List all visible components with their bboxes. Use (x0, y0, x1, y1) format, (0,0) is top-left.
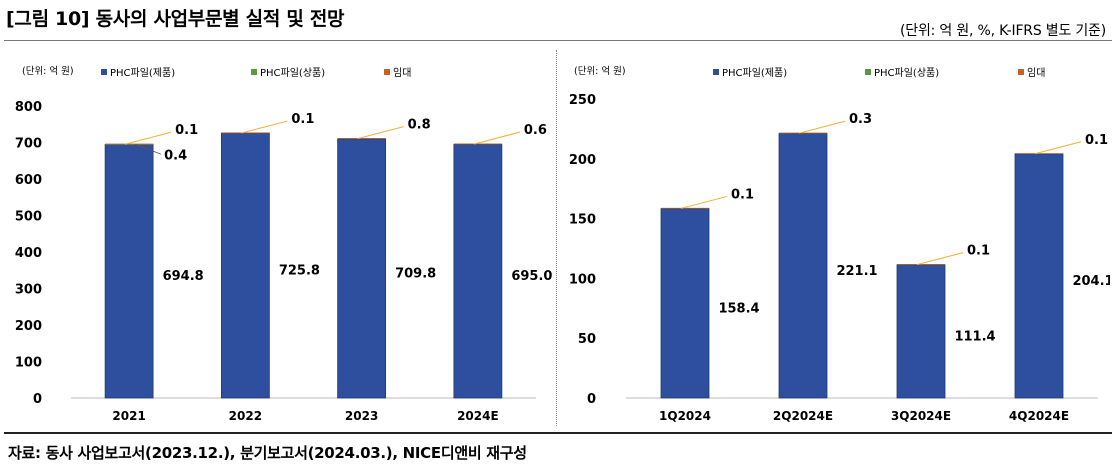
annual-value-label-lease: 0.8 (408, 118, 431, 133)
annual-legend-swatch (251, 69, 257, 75)
annual-leader-lease (473, 131, 521, 145)
quarterly-legend-label: PHC파일(제품) (722, 67, 787, 79)
quarterly-legend-label: PHC파일(상품) (874, 67, 939, 79)
annual-y-tick: 200 (15, 319, 42, 334)
annual-bar-product (453, 143, 503, 399)
quarterly-y-tick: 250 (569, 93, 596, 108)
annual-legend-swatch (101, 69, 107, 75)
quarterly-leader-lease (1034, 141, 1082, 155)
quarterly-bar-lease (661, 207, 709, 209)
annual-x-tick: 2022 (229, 409, 262, 423)
quarterly-value-label-product: 158.4 (718, 301, 759, 316)
source-note: 자료: 동사 사업보고서(2023.12.), 분기보고서(2024.03.),… (8, 444, 527, 462)
quarterly-y-tick: 150 (569, 213, 596, 228)
quarterly-value-label-lease: 0.3 (849, 112, 872, 127)
quarterly-y-tick: 100 (569, 272, 596, 287)
quarterly-legend-swatch (865, 69, 871, 75)
annual-bar-goods (105, 144, 154, 145)
quarterly-value-label-lease: 0.1 (731, 187, 754, 202)
figure-title: [그림 10] 동사의 사업부문별 실적 및 전망 (6, 8, 345, 30)
annual-value-label-lease: 0.6 (524, 123, 547, 138)
quarterly-value-label-product: 221.1 (836, 264, 877, 279)
annual-bar-product (337, 138, 387, 399)
annual-bar-product (220, 132, 270, 399)
quarterly-unit-label: (단위: 억 원) (574, 65, 626, 77)
quarterly-y-tick: 0 (587, 392, 596, 407)
annual-leader-goods (134, 143, 162, 155)
quarterly-value-label-product: 111.4 (954, 329, 995, 344)
annual-y-tick: 300 (15, 283, 42, 298)
annual-y-tick: 400 (15, 246, 42, 261)
footer-rule (4, 432, 1112, 434)
quarterly-x-tick: 2Q2024E (773, 409, 833, 423)
quarterly-bar-product (1014, 153, 1064, 399)
annual-y-tick: 0 (33, 392, 42, 407)
quarterly-bar-product (660, 208, 710, 399)
quarterly-bar-lease (1015, 153, 1063, 154)
quarterly-legend-swatch (713, 69, 719, 75)
quarterly-bar-product (778, 133, 828, 399)
annual-value-label-goods: 0.4 (164, 148, 187, 163)
quarterly-x-tick: 4Q2024E (1009, 409, 1069, 423)
annual-unit-label: (단위: 억 원) (22, 65, 74, 77)
annual-chart: (단위: 억 원) PHC파일(제품) PHC파일(상품) 임대 0 100 200 300 4… (15, 65, 552, 423)
quarterly-x-tick: 3Q2024E (891, 409, 951, 423)
annual-legend-label: PHC파일(제품) (110, 67, 175, 79)
annual-value-label-product: 694.8 (163, 269, 204, 284)
unit-note: (단위: 억 원, %, K-IFRS 별도 기준) (900, 23, 1106, 39)
quarterly-leader-lease (798, 120, 846, 134)
annual-bar-lease (453, 143, 502, 145)
quarterly-leader-lease (680, 195, 728, 209)
annual-y-tick: 700 (15, 137, 42, 152)
quarterly-legend-swatch (1018, 69, 1024, 75)
annual-y-tick: 100 (15, 356, 42, 371)
annual-legend-label: PHC파일(상품) (260, 67, 325, 79)
annual-legend-swatch (384, 69, 390, 75)
quarterly-bar-lease (897, 264, 945, 265)
annual-leader-lease (357, 126, 404, 140)
annual-value-label-product: 695.0 (511, 269, 552, 284)
annual-value-label-lease: 0.1 (291, 112, 314, 127)
annual-y-tick: 800 (15, 100, 42, 115)
quarterly-legend-label: 임대 (1027, 66, 1045, 79)
annual-x-tick: 2024E (457, 409, 499, 423)
quarterly-y-tick: 50 (578, 332, 596, 347)
annual-bar-lease (337, 138, 386, 139)
quarterly-leader-lease (916, 252, 964, 266)
annual-x-tick: 2023 (345, 409, 378, 423)
annual-y-tick: 500 (15, 210, 42, 225)
annual-leader-lease (241, 120, 288, 134)
annual-bar-lease (105, 143, 154, 145)
annual-y-tick: 600 (15, 173, 42, 188)
annual-value-label-product: 709.8 (395, 266, 436, 281)
quarterly-value-label-product: 204.1 (1072, 274, 1110, 289)
annual-leader-lease (124, 131, 172, 145)
annual-value-label-lease: 0.1 (175, 123, 198, 138)
quarterly-bar-lease (779, 132, 827, 134)
annual-x-tick: 2021 (112, 409, 145, 423)
annual-bar-lease (221, 132, 270, 134)
quarterly-value-label-lease: 0.1 (967, 244, 990, 259)
chart-divider (556, 50, 557, 426)
quarterly-chart: (단위: 억 원) PHC파일(제품) PHC파일(상품) 임대 0 50 100 150 20… (569, 65, 1110, 423)
quarterly-y-tick: 200 (569, 153, 596, 168)
annual-bar-product (104, 143, 154, 399)
quarterly-value-label-lease: 0.1 (1085, 133, 1108, 148)
header-rule (4, 40, 1112, 41)
quarterly-bar-product (896, 264, 946, 399)
quarterly-x-tick: 1Q2024 (659, 409, 711, 423)
annual-legend-label: 임대 (393, 66, 411, 79)
annual-value-label-product: 725.8 (279, 264, 320, 279)
